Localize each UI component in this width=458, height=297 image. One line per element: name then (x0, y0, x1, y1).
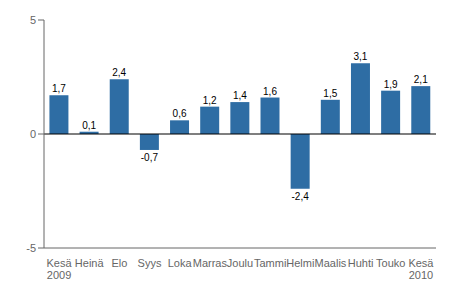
svg-text:Syys: Syys (138, 257, 162, 269)
svg-text:Kesä2009: Kesä2009 (47, 257, 73, 281)
svg-text:2,1: 2,1 (414, 74, 428, 85)
svg-text:Touko: Touko (376, 257, 405, 269)
svg-text:0,1: 0,1 (82, 120, 96, 131)
svg-text:-5: -5 (26, 242, 36, 254)
svg-text:-0,7: -0,7 (141, 152, 159, 163)
svg-text:1,9: 1,9 (384, 79, 398, 90)
svg-text:1,7: 1,7 (52, 83, 66, 94)
svg-text:Maalis: Maalis (315, 257, 347, 269)
svg-text:0,6: 0,6 (173, 108, 187, 119)
svg-text:Marras: Marras (193, 257, 228, 269)
svg-text:2,4: 2,4 (112, 67, 126, 78)
svg-text:Heinä: Heinä (75, 257, 105, 269)
svg-text:1,6: 1,6 (263, 86, 277, 97)
svg-text:Joulu: Joulu (227, 257, 253, 269)
svg-text:3,1: 3,1 (354, 51, 368, 62)
svg-text:Elo: Elo (111, 257, 127, 269)
svg-text:1,2: 1,2 (203, 95, 217, 106)
svg-text:0: 0 (30, 128, 36, 140)
svg-text:-2,4: -2,4 (292, 191, 310, 202)
svg-text:Helmi: Helmi (286, 257, 314, 269)
svg-text:Kesä2010: Kesä2010 (408, 257, 434, 281)
svg-text:Huhti: Huhti (348, 257, 374, 269)
svg-text:1,5: 1,5 (323, 88, 337, 99)
svg-text:Tammi: Tammi (254, 257, 286, 269)
svg-text:Loka: Loka (168, 257, 193, 269)
svg-text:1,4: 1,4 (233, 90, 247, 101)
svg-text:5: 5 (30, 14, 36, 26)
